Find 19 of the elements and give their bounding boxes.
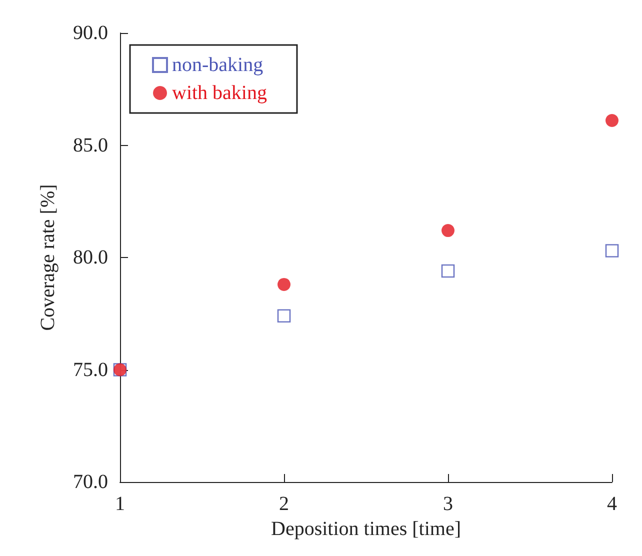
point <box>277 309 291 323</box>
point <box>278 278 290 291</box>
point <box>606 114 618 128</box>
y-tick-label: 90.0 <box>73 22 108 44</box>
x-tick-label: 1 <box>115 493 125 515</box>
x-tick-label: 4 <box>607 493 617 515</box>
point <box>442 224 454 238</box>
legend-label: with baking <box>172 82 267 104</box>
point <box>441 264 455 278</box>
x-tick-label: 3 <box>443 493 453 515</box>
y-tick-label: 70.0 <box>73 471 108 493</box>
y-tick-label: 75.0 <box>73 358 108 381</box>
y-tick-label: 85.0 <box>73 134 108 156</box>
x-tick-label: 2 <box>279 493 289 515</box>
x-axis-title: Deposition times [time] <box>271 518 461 540</box>
y-axis-title: Coverage rate [%] <box>37 184 59 331</box>
point <box>605 244 619 258</box>
legend-label: non-baking <box>172 54 264 76</box>
y-tick-label: 80.0 <box>73 246 108 268</box>
